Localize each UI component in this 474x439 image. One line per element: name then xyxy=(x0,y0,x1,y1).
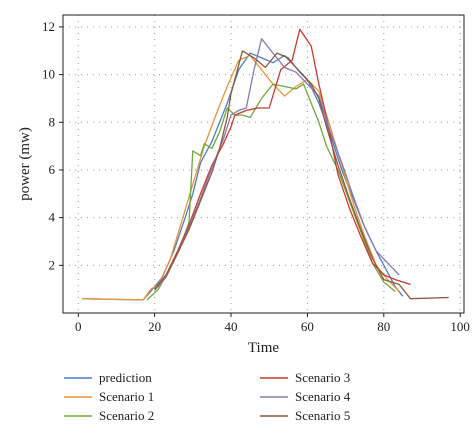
x-tick-label-2: 40 xyxy=(225,319,238,334)
x-tick-label-3: 60 xyxy=(301,319,314,334)
legend-label-3: Scenario 3 xyxy=(295,370,350,385)
x-tick-label-4: 80 xyxy=(377,319,390,334)
y-axis-label: power (mw) xyxy=(17,127,33,201)
y-axis-ticks: 2 4 6 8 10 12 xyxy=(42,19,63,272)
x-tick-label-1: 20 xyxy=(148,319,161,334)
series-lines xyxy=(82,28,449,301)
legend-label-2: Scenario 2 xyxy=(99,408,154,423)
legend-label-4: Scenario 4 xyxy=(295,389,351,404)
series-line-3 xyxy=(154,28,411,290)
x-axis-ticks: 0 20 40 60 80 100 xyxy=(75,313,470,334)
series-line-0 xyxy=(82,52,404,301)
series-line-1 xyxy=(82,54,400,301)
y-tick-label-3: 8 xyxy=(49,114,56,129)
series-line-5 xyxy=(154,50,449,300)
y-tick-label-4: 10 xyxy=(42,67,55,82)
series-line-2 xyxy=(146,83,396,301)
y-tick-label-5: 12 xyxy=(42,19,55,34)
y-tick-label-2: 6 xyxy=(49,162,56,177)
gridlines xyxy=(63,15,464,313)
y-tick-label-0: 2 xyxy=(49,257,56,272)
legend-label-5: Scenario 5 xyxy=(295,408,350,423)
plot-frame xyxy=(62,14,465,314)
legend-label-1: Scenario 1 xyxy=(99,389,154,404)
y-tick-label-1: 4 xyxy=(49,210,56,225)
x-tick-label-5: 100 xyxy=(450,319,470,334)
x-tick-label-0: 0 xyxy=(75,319,82,334)
x-axis-label: Time xyxy=(248,340,279,356)
legend: prediction Scenario 1 Scenario 2 Scenario 3… xyxy=(64,370,351,423)
legend-label-0: prediction xyxy=(99,370,152,385)
series-line-4 xyxy=(154,38,400,291)
